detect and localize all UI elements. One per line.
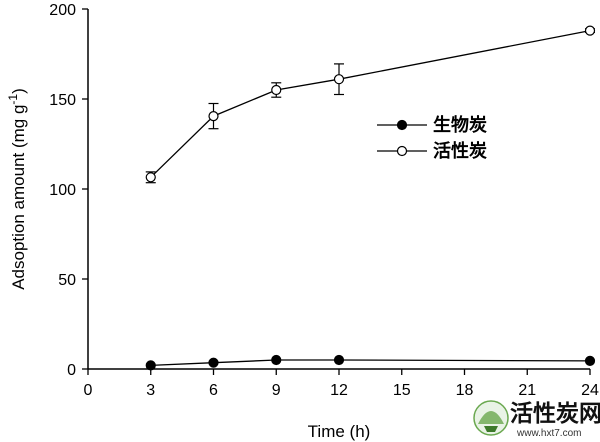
data-point	[208, 357, 219, 368]
x-tick-label: 9	[272, 382, 281, 399]
data-point	[208, 110, 219, 122]
watermark-logo-icon	[473, 400, 509, 436]
x-tick-label: 12	[330, 382, 348, 399]
axes	[87, 9, 590, 370]
y-axis-label-sup: -1	[6, 94, 20, 105]
y-axis-label: Adsoption amount (mg g-1)	[6, 88, 28, 290]
legend: 生物炭 活性炭	[377, 114, 487, 162]
series-1	[145, 25, 596, 184]
legend-entry-biochar: 生物炭	[377, 114, 487, 136]
x-tick-label: 15	[393, 382, 411, 399]
watermark: 活性炭网 www.hxt7.com	[473, 400, 600, 439]
watermark-text: 活性炭网	[510, 401, 600, 427]
data-point	[584, 355, 596, 366]
y-tick-label: 200	[49, 2, 76, 19]
x-tick-label: 3	[146, 382, 155, 399]
data-point	[271, 354, 282, 366]
legend-label-biochar: 生物炭	[433, 114, 487, 136]
series-0	[145, 354, 596, 371]
x-tick-label: 21	[518, 382, 536, 399]
x-tick-label: 6	[209, 382, 218, 399]
legend-marker-biochar	[396, 119, 408, 131]
ticks: 0 3 6 9 12 15 18 21 24 0 50 100 150 200	[49, 2, 599, 399]
x-tick-label: 18	[456, 382, 474, 399]
y-axis-label-close: )	[9, 88, 28, 94]
y-tick-label: 0	[67, 362, 76, 379]
legend-entry-activated-carbon: 活性炭	[377, 140, 487, 162]
data-point	[333, 354, 345, 366]
legend-marker-activated-carbon	[396, 145, 408, 157]
data-point	[145, 360, 156, 371]
x-tick-label: 0	[84, 382, 93, 399]
data-point	[333, 74, 345, 85]
data-point	[271, 84, 282, 96]
y-tick-label: 150	[49, 92, 76, 109]
series-layer	[145, 25, 596, 371]
x-axis-label: Time (h)	[308, 422, 371, 441]
data-point	[584, 25, 596, 36]
y-tick-label: 50	[58, 272, 76, 289]
watermark-url: www.hxt7.com	[516, 428, 581, 439]
x-tick-label: 24	[581, 382, 599, 399]
y-axis-label-main: Adsoption amount (mg g	[9, 105, 28, 290]
y-tick-label: 100	[49, 182, 76, 199]
data-point	[145, 172, 156, 183]
legend-label-activated-carbon: 活性炭	[433, 140, 487, 162]
